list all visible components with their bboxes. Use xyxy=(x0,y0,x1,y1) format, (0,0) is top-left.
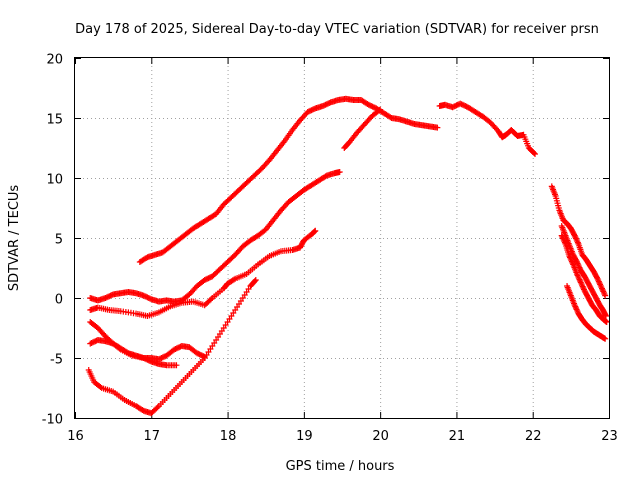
axis-ticks: 16 17 18 19 20 21 22 23 -10 -5 0 5 10 15 20 xyxy=(42,53,618,445)
series-arc-5 xyxy=(87,169,343,305)
x-tick-label: 20 xyxy=(372,429,389,444)
series-arc-1 xyxy=(85,277,259,417)
series-arc-4 xyxy=(87,227,319,319)
data-points xyxy=(85,95,610,417)
series-arc-10 xyxy=(558,223,609,319)
y-axis-label: SDTVAR / TECUs xyxy=(7,185,22,292)
data-point xyxy=(251,278,258,284)
data-point xyxy=(230,276,237,283)
data-point xyxy=(602,335,609,342)
series-arc-6 xyxy=(136,95,441,265)
series-arc-8 xyxy=(436,100,539,157)
y-tick-label: 10 xyxy=(46,173,63,188)
series-arc-9 xyxy=(548,183,609,299)
y-tick-label: 15 xyxy=(46,113,63,128)
data-point xyxy=(434,124,441,131)
data-point xyxy=(208,296,215,303)
y-tick-label: -5 xyxy=(50,353,63,368)
y-tick-label: 0 xyxy=(55,293,63,308)
data-point xyxy=(201,353,208,360)
series-arc-12 xyxy=(564,283,609,342)
data-point xyxy=(377,106,384,113)
y-tick-label: 5 xyxy=(55,233,63,248)
x-axis-label: GPS time / hours xyxy=(286,459,395,474)
plot-frame xyxy=(74,57,610,419)
data-point xyxy=(312,227,319,234)
x-tick-label: 19 xyxy=(296,429,313,444)
series-arc-11 xyxy=(558,232,610,325)
series-arc-7 xyxy=(341,106,384,151)
x-tick-label: 22 xyxy=(525,429,542,444)
x-tick-label: 17 xyxy=(144,429,161,444)
x-tick-label: 21 xyxy=(449,429,466,444)
data-point xyxy=(530,150,537,156)
chart-title: Day 178 of 2025, Sidereal Day-to-day VTE… xyxy=(75,22,599,37)
data-point xyxy=(154,404,161,411)
data-point xyxy=(252,277,259,283)
data-point xyxy=(602,292,609,299)
data-point xyxy=(375,107,382,114)
data-point xyxy=(116,345,123,352)
x-tick-label: 18 xyxy=(220,429,237,444)
data-point xyxy=(173,362,180,369)
x-tick-label: 16 xyxy=(67,429,84,444)
data-point xyxy=(532,151,539,157)
y-tick-label: 20 xyxy=(46,53,63,68)
data-point xyxy=(336,169,343,175)
x-tick-label: 23 xyxy=(601,429,618,444)
y-tick-label: -10 xyxy=(42,413,63,428)
series-arc-3 xyxy=(87,319,180,369)
data-point xyxy=(603,319,610,325)
data-point xyxy=(602,313,609,319)
data-point xyxy=(97,384,104,390)
